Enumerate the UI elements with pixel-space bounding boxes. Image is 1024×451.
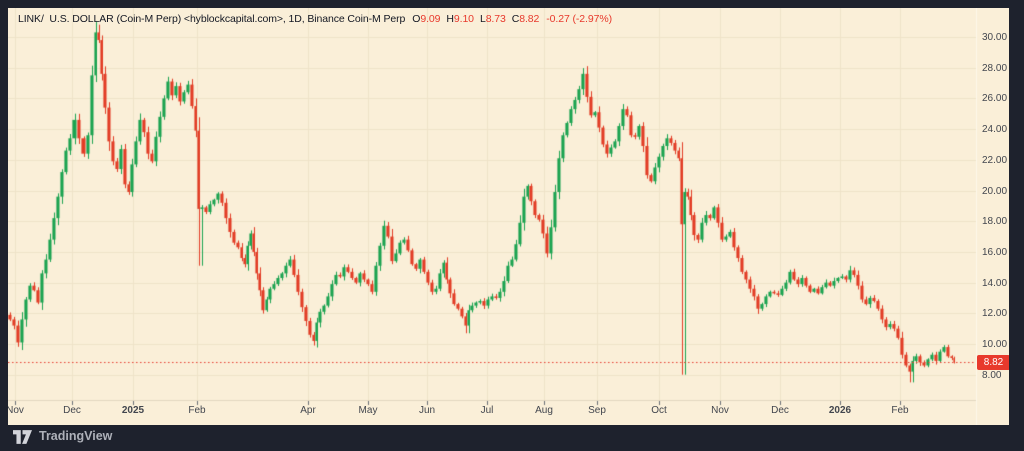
ohlc-values: O9.09 H9.10 L8.73 C8.82 bbox=[412, 13, 545, 26]
last-price-badge: 8.82 bbox=[977, 354, 1009, 370]
chart-area: LINK/ U.S. DOLLAR (Coin-M Perp) <hyblock… bbox=[8, 8, 1009, 425]
symbol-title[interactable]: LINK/ U.S. DOLLAR (Coin-M Perp) <hyblock… bbox=[18, 13, 406, 25]
time-month-label: Jul bbox=[480, 405, 494, 416]
time-month-label: Apr bbox=[300, 405, 316, 416]
ohlc-c-value: C8.82 bbox=[511, 13, 540, 25]
price-tick-label: 12.00 bbox=[982, 308, 1008, 320]
symbol-legend: LINK/ U.S. DOLLAR (Coin-M Perp) <hyblock… bbox=[18, 13, 612, 26]
tradingview-attribution[interactable]: TradingView bbox=[13, 429, 112, 444]
time-month-label: Feb bbox=[188, 405, 206, 416]
price-tick-label: 24.00 bbox=[982, 124, 1008, 136]
price-tick-label: 8.00 bbox=[982, 369, 1002, 381]
time-month-label: Dec bbox=[63, 405, 81, 416]
tradingview-logo-icon bbox=[13, 429, 32, 444]
tradingview-brand-text: TradingView bbox=[39, 429, 113, 443]
time-month-label: Sep bbox=[588, 405, 606, 416]
price-tick-label: 28.00 bbox=[982, 62, 1008, 74]
price-change: -0.27 (-2.97%) bbox=[546, 13, 612, 25]
time-month-label: Aug bbox=[535, 405, 553, 416]
price-tick-label: 10.00 bbox=[982, 339, 1008, 350]
time-month-label: May bbox=[358, 405, 378, 416]
ohlc-o-value: O9.09 bbox=[412, 13, 441, 25]
price-tick-label: 20.00 bbox=[982, 185, 1008, 197]
price-tick-label: 18.00 bbox=[982, 216, 1008, 228]
time-year-label: 2025 bbox=[121, 405, 145, 416]
time-month-label: Nov bbox=[711, 405, 729, 416]
time-month-label: Jun bbox=[418, 405, 436, 416]
time-year-label: 2026 bbox=[828, 405, 852, 416]
price-tick-label: 30.00 bbox=[982, 32, 1008, 43]
time-month-label: Oct bbox=[651, 405, 667, 416]
price-tick-label: 26.00 bbox=[982, 93, 1008, 105]
ohlc-h-value: H9.10 bbox=[446, 13, 474, 25]
price-tick-label: 14.00 bbox=[982, 277, 1008, 289]
candlestick-chart[interactable] bbox=[8, 8, 1009, 425]
price-tick-label: 16.00 bbox=[982, 246, 1008, 258]
time-month-label: Feb bbox=[891, 405, 909, 416]
time-month-label: Dec bbox=[771, 405, 789, 416]
time-month-label: Nov bbox=[8, 405, 24, 416]
ohlc-l-value: L8.73 bbox=[479, 13, 506, 25]
price-tick-label: 22.00 bbox=[982, 154, 1008, 166]
